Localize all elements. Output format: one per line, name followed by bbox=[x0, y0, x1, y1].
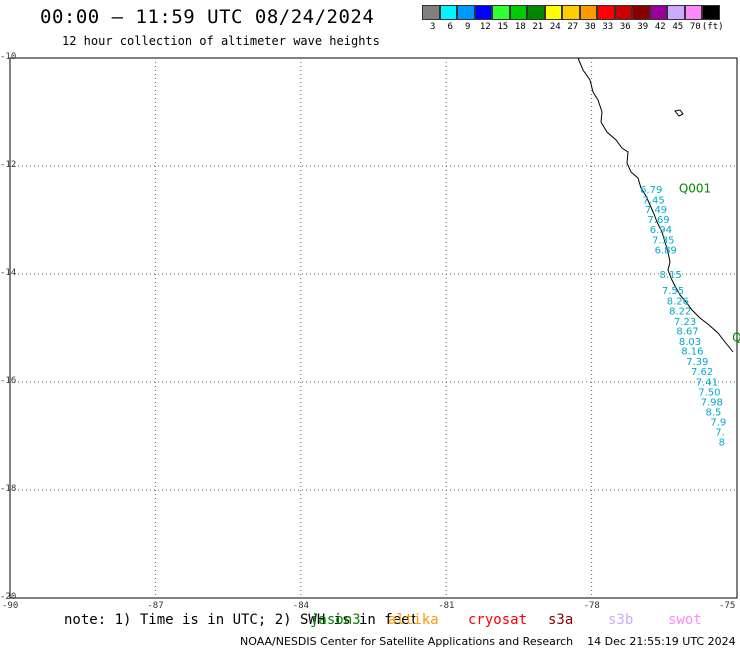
map-frame bbox=[9, 57, 738, 599]
wave-height-label: 7.39 bbox=[686, 357, 708, 368]
credit-text: NOAA/NESDIS Center for Satellite Applica… bbox=[240, 635, 736, 648]
wave-height-label: 6.79 bbox=[640, 185, 662, 196]
satellite-legend-cryosat: cryosat bbox=[468, 612, 528, 628]
color-legend-label: 27 bbox=[567, 22, 579, 32]
satellite-legend-s3b: s3b bbox=[608, 612, 634, 628]
color-swatch bbox=[562, 5, 580, 20]
color-swatch bbox=[632, 5, 650, 20]
wave-height-label: 7.41 bbox=[696, 377, 718, 388]
longitude-label: -90 bbox=[2, 601, 19, 611]
wave-height-label: 7.55 bbox=[662, 286, 684, 297]
track-label: Q0 bbox=[732, 331, 740, 345]
wave-height-label: 7.9 bbox=[710, 417, 726, 428]
color-legend-label: 6 bbox=[447, 22, 453, 32]
satellite-legend-jason3: jason3 bbox=[310, 612, 361, 628]
color-legend-label: 36 bbox=[619, 22, 631, 32]
wave-height-label: 8.67 bbox=[676, 327, 698, 338]
latitude-label: -20 bbox=[0, 592, 17, 602]
track-label: Q001 bbox=[679, 182, 711, 196]
map-title: 00:00 – 11:59 UTC 08/24/2024 bbox=[40, 6, 375, 28]
color-swatch bbox=[614, 5, 632, 20]
wave-height-label: 8.26 bbox=[667, 296, 689, 307]
latitude-label: -10 bbox=[0, 52, 17, 62]
wave-height-label: 7.98 bbox=[701, 397, 723, 408]
color-legend-label: 18 bbox=[514, 22, 526, 32]
color-legend-label: 9 bbox=[465, 22, 471, 32]
island bbox=[674, 109, 684, 117]
note-text: note: 1) Time is in UTC; 2) SWH is in fe… bbox=[64, 612, 419, 628]
wave-height-label: 6.89 bbox=[655, 246, 677, 257]
color-legend-label: 45 bbox=[672, 22, 684, 32]
wave-height-label: 7.69 bbox=[647, 215, 669, 226]
latitude-label: -18 bbox=[0, 484, 17, 494]
wave-height-label: 7.50 bbox=[698, 388, 720, 399]
color-legend-label: 39 bbox=[637, 22, 649, 32]
color-legend-label: 15 bbox=[497, 22, 509, 32]
latitude-label: -12 bbox=[0, 160, 17, 170]
color-legend-label: 70 bbox=[689, 22, 701, 32]
color-swatch bbox=[492, 5, 510, 20]
wave-height-label: 7.23 bbox=[674, 317, 696, 328]
color-legend-labels: 3 6 9 12 15 18 21 24 27 30 33 36 39 42 45 70 (ft) bbox=[422, 22, 740, 34]
wave-height-label: 7.35 bbox=[652, 235, 674, 246]
color-legend-label: 3 bbox=[430, 22, 436, 32]
color-swatch bbox=[702, 5, 720, 20]
satellite-legend-swot: swot bbox=[668, 612, 702, 628]
color-swatch bbox=[422, 5, 440, 20]
color-swatch bbox=[527, 5, 545, 20]
color-legend-label: (ft) bbox=[701, 22, 724, 32]
wave-height-label: 7.45 bbox=[642, 195, 664, 206]
wave-height-label: 7. bbox=[715, 428, 725, 439]
wave-height-label: 8.5 bbox=[705, 408, 721, 419]
coastline bbox=[577, 57, 734, 353]
wave-height-label: 7.49 bbox=[645, 205, 667, 216]
longitude-label: -87 bbox=[147, 601, 164, 611]
color-swatch bbox=[597, 5, 615, 20]
color-legend-label: 21 bbox=[532, 22, 544, 32]
color-swatch bbox=[684, 5, 702, 20]
longitude-label: -81 bbox=[438, 601, 455, 611]
wave-height-label: 8 bbox=[719, 437, 725, 448]
longitude-label: -78 bbox=[583, 601, 600, 611]
wave-height-label: 8.16 bbox=[681, 347, 703, 358]
color-swatch bbox=[439, 5, 457, 20]
map-subtitle: 12 hour collection of altimeter wave hei… bbox=[62, 34, 380, 48]
color-swatch bbox=[667, 5, 685, 20]
color-legend-label: 42 bbox=[654, 22, 666, 32]
wave-height-label: 8.03 bbox=[679, 337, 701, 348]
color-swatch bbox=[544, 5, 562, 20]
color-legend-label: 30 bbox=[584, 22, 596, 32]
wave-height-label: 8.22 bbox=[669, 307, 691, 318]
color-legend bbox=[422, 5, 720, 20]
color-swatch bbox=[579, 5, 597, 20]
wave-height-label: 8.15 bbox=[659, 270, 681, 281]
latitude-label: -16 bbox=[0, 376, 17, 386]
satellite-legend-altika: altika bbox=[388, 612, 439, 628]
color-swatch bbox=[649, 5, 667, 20]
latitude-label: -14 bbox=[0, 268, 17, 278]
color-legend-label: 12 bbox=[479, 22, 491, 32]
color-swatch bbox=[509, 5, 527, 20]
longitude-label: -84 bbox=[292, 601, 310, 611]
longitude-label: -75 bbox=[719, 601, 736, 611]
color-swatch bbox=[457, 5, 475, 20]
color-legend-label: 24 bbox=[549, 22, 561, 32]
wave-height-label: 7.62 bbox=[691, 367, 713, 378]
color-legend-label: 33 bbox=[602, 22, 614, 32]
color-swatch bbox=[474, 5, 492, 20]
satellite-legend-s3a: s3a bbox=[548, 612, 574, 628]
wave-height-label: 6.94 bbox=[650, 225, 672, 236]
